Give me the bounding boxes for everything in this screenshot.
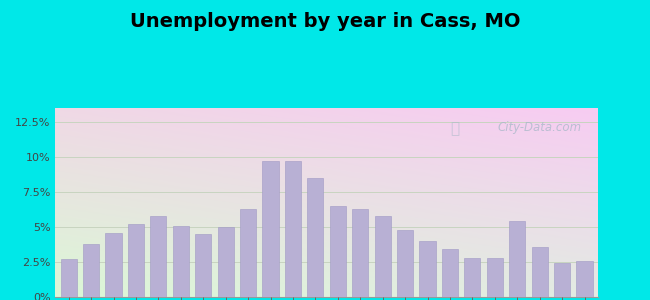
Bar (419, 241, 436, 297)
Bar (105, 232, 122, 297)
Bar (330, 206, 346, 297)
Bar (83, 244, 99, 297)
Bar (150, 216, 166, 297)
Bar (307, 178, 324, 297)
Text: City-Data.com: City-Data.com (498, 121, 582, 134)
Bar (60, 259, 77, 297)
Bar (374, 216, 391, 297)
Bar (487, 258, 503, 297)
Bar (554, 263, 570, 297)
Bar (128, 224, 144, 297)
Bar (195, 234, 211, 297)
Bar (263, 161, 279, 297)
Bar (218, 227, 234, 297)
Bar (464, 258, 480, 297)
Text: Unemployment by year in Cass, MO: Unemployment by year in Cass, MO (130, 12, 520, 31)
Bar (240, 209, 256, 297)
Bar (577, 261, 593, 297)
Bar (285, 161, 301, 297)
Text: ⌕: ⌕ (450, 121, 460, 136)
Bar (532, 247, 548, 297)
Bar (509, 221, 525, 297)
Bar (352, 209, 369, 297)
Bar (173, 226, 189, 297)
Bar (397, 230, 413, 297)
Bar (442, 249, 458, 297)
